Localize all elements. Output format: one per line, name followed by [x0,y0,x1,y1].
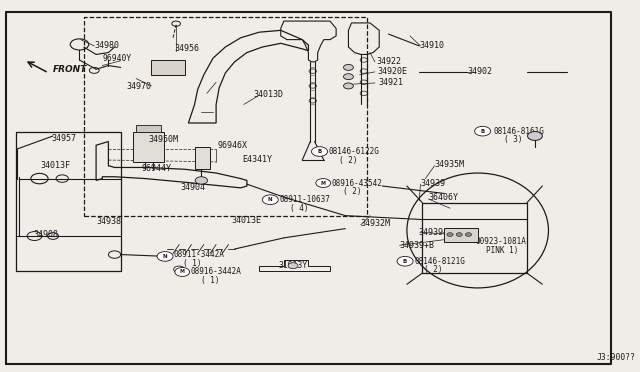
Text: 34921: 34921 [379,78,404,87]
Circle shape [344,74,353,80]
Text: N: N [163,254,167,259]
Text: 08146-6122G: 08146-6122G [328,147,379,156]
Text: 00923-1081A: 00923-1081A [476,237,527,246]
Circle shape [175,267,189,276]
Bar [136,125,161,132]
Text: 08911-3442A: 08911-3442A [173,250,224,259]
Text: ( 2): ( 2) [339,155,358,164]
Bar [444,228,477,241]
Text: 34980: 34980 [94,41,119,51]
Text: ( 2): ( 2) [424,265,443,274]
Text: 34904: 34904 [180,183,205,192]
Text: 34922: 34922 [376,57,401,66]
Text: ( 3): ( 3) [504,135,523,144]
Text: ( 2): ( 2) [343,187,362,196]
Text: 34013D: 34013D [253,90,283,99]
Text: J3:900??: J3:900?? [596,353,636,362]
Text: 34950M: 34950M [148,135,179,144]
Text: 36406Y: 36406Y [428,193,458,202]
Circle shape [312,147,328,156]
Text: ( 4): ( 4) [290,204,308,213]
Text: 34920E: 34920E [378,67,408,76]
Text: 34957: 34957 [51,134,76,143]
Text: 34932M: 34932M [361,219,391,228]
Text: M: M [180,269,185,275]
Circle shape [447,233,453,236]
Text: B: B [403,259,407,264]
Bar [195,147,210,169]
Circle shape [344,83,353,89]
Text: PINK 1): PINK 1) [486,246,518,254]
Text: 34935M: 34935M [435,160,465,169]
Circle shape [527,132,542,140]
Circle shape [465,233,472,236]
Text: M: M [321,180,326,186]
Text: 96944Y: 96944Y [141,164,171,173]
Circle shape [195,177,207,184]
Text: 34956: 34956 [175,44,200,53]
Text: 08146-8161G: 08146-8161G [493,126,544,136]
Text: 96946X: 96946X [218,141,248,151]
Text: 96940Y: 96940Y [102,54,131,63]
Text: ( 1): ( 1) [201,276,220,285]
Bar [133,132,164,162]
Text: FRONT: FRONT [53,65,87,74]
Circle shape [344,64,353,70]
Text: 34939: 34939 [420,179,445,187]
Text: 34938: 34938 [96,217,121,226]
Text: 34013E: 34013E [232,216,262,225]
Text: 34970: 34970 [127,82,152,91]
Text: 34902: 34902 [467,67,492,76]
Text: 08916-3442A: 08916-3442A [190,267,241,276]
Text: 08911-10637: 08911-10637 [280,195,330,204]
Circle shape [456,233,462,236]
Text: 34939+A: 34939+A [419,228,454,237]
Text: 34910: 34910 [419,41,444,51]
Text: B: B [317,149,322,154]
Text: 31913Y: 31913Y [279,261,308,270]
Text: 34013F: 34013F [41,161,70,170]
Text: E4341Y: E4341Y [243,155,273,164]
Text: N: N [268,197,273,202]
Circle shape [475,126,491,136]
Text: ( 1): ( 1) [184,259,202,267]
Circle shape [397,256,413,266]
Text: 08146-8121G: 08146-8121G [414,257,465,266]
Circle shape [288,263,298,269]
Text: B: B [481,129,484,134]
Text: 34908: 34908 [33,230,58,240]
Text: 34939+B: 34939+B [399,241,435,250]
Circle shape [316,179,331,187]
Circle shape [157,251,173,261]
Circle shape [262,195,278,205]
Bar [152,60,186,75]
Text: 08916-43542: 08916-43542 [332,179,383,187]
